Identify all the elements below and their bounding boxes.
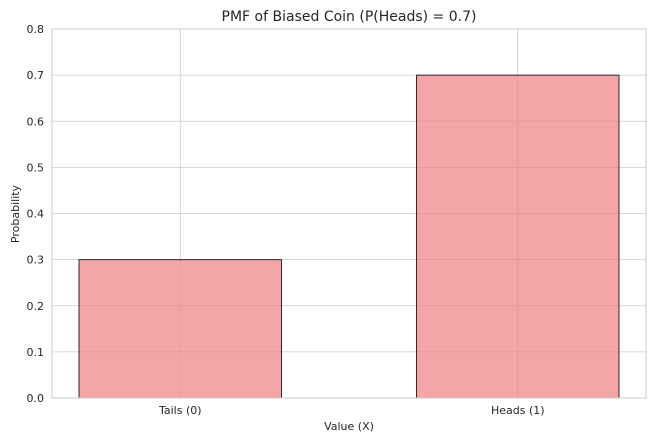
x-tick-label: Heads (1) (491, 404, 545, 417)
y-tick-label: 0.4 (27, 208, 45, 221)
x-axis-label: Value (X) (324, 420, 374, 433)
y-tick-label: 0.7 (27, 69, 45, 82)
y-tick-label: 0.1 (27, 346, 45, 359)
y-tick-label: 0.8 (27, 23, 45, 36)
plot-frame (51, 28, 647, 399)
y-tick-label: 0.0 (27, 392, 45, 405)
y-axis-label: Probability (9, 184, 22, 243)
y-tick-label: 0.6 (27, 115, 45, 128)
bar-tails (78, 259, 282, 399)
y-tick-label: 0.2 (27, 300, 45, 313)
chart-title: PMF of Biased Coin (P(Heads) = 0.7) (222, 9, 477, 25)
y-axis-ticks: 0.0 0.1 0.2 0.3 0.4 0.5 0.6 0.7 0.8 (27, 23, 45, 405)
bar-heads (416, 74, 620, 399)
x-axis-ticks: Tails (0) Heads (1) (158, 404, 545, 417)
bars (78, 74, 620, 399)
y-tick-label: 0.5 (27, 161, 45, 174)
y-tick-label: 0.3 (27, 254, 45, 267)
x-tick-label: Tails (0) (158, 404, 202, 417)
